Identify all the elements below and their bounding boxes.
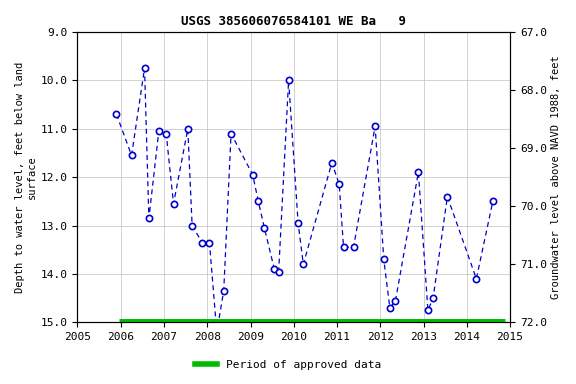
Legend: Period of approved data: Period of approved data <box>191 356 385 375</box>
Y-axis label: Depth to water level, feet below land
surface: Depth to water level, feet below land su… <box>15 61 37 293</box>
Y-axis label: Groundwater level above NAVD 1988, feet: Groundwater level above NAVD 1988, feet <box>551 55 561 299</box>
Title: USGS 385606076584101 WE Ba   9: USGS 385606076584101 WE Ba 9 <box>181 15 406 28</box>
